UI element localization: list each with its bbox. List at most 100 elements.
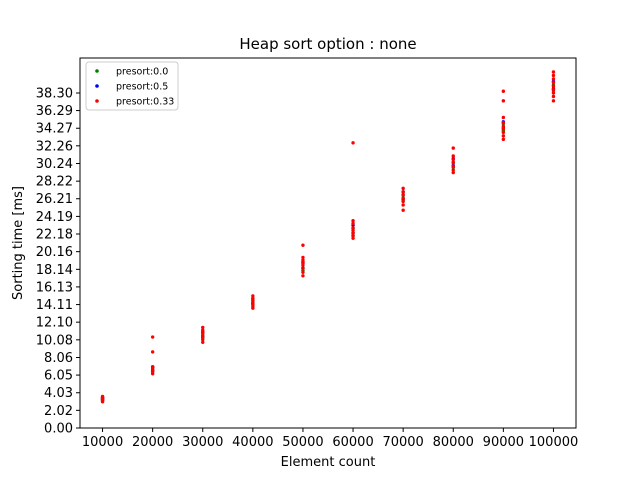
y-tick-label: 24.19 bbox=[36, 210, 73, 225]
x-axis-label: Element count bbox=[281, 455, 376, 470]
data-point bbox=[551, 70, 556, 74]
y-tick-label: 32.26 bbox=[36, 139, 73, 154]
x-tick-label: 70000 bbox=[382, 435, 423, 450]
y-axis: 0.00 2.02 4.03 6.05 8.06 10.08 12.10 14.11 16.13… bbox=[36, 86, 80, 437]
data-point bbox=[451, 170, 455, 175]
data-point bbox=[301, 263, 305, 267]
y-tick-label: 0.00 bbox=[44, 422, 73, 437]
x-axis: 10000 20000 30000 40000 50000 60000 70000 80000… bbox=[82, 428, 578, 450]
y-tick-label: 10.08 bbox=[36, 333, 73, 348]
x-tick-label: 100000 bbox=[529, 435, 579, 450]
data-point bbox=[251, 296, 255, 301]
data-point bbox=[551, 84, 556, 88]
data-point bbox=[401, 203, 405, 207]
data-point bbox=[451, 154, 455, 158]
x-tick-label: 10000 bbox=[82, 435, 123, 450]
data-point bbox=[150, 335, 155, 339]
data-point bbox=[201, 325, 205, 330]
data-point bbox=[301, 260, 305, 265]
data-point bbox=[551, 87, 556, 92]
data-point bbox=[401, 190, 405, 194]
y-tick-label: 28.22 bbox=[36, 175, 73, 190]
data-point bbox=[551, 91, 556, 95]
data-point bbox=[351, 231, 355, 235]
data-point bbox=[201, 337, 205, 342]
data-point bbox=[401, 186, 405, 191]
x-tick-label: 90000 bbox=[483, 435, 524, 450]
data-point bbox=[351, 233, 355, 238]
data-point bbox=[150, 365, 155, 369]
data-point bbox=[551, 80, 556, 85]
data-point bbox=[501, 89, 506, 93]
x-tick-label: 80000 bbox=[433, 435, 474, 450]
data-point bbox=[201, 328, 205, 332]
data-point bbox=[251, 294, 255, 298]
y-axis-label: Sorting time [ms] bbox=[11, 186, 26, 300]
y-tick-label: 16.13 bbox=[36, 280, 73, 295]
points-layer bbox=[100, 70, 556, 404]
x-tick-label: 30000 bbox=[182, 435, 223, 450]
data-point bbox=[301, 258, 305, 262]
data-point bbox=[351, 141, 355, 145]
legend-label: presort:0.0 bbox=[116, 67, 168, 78]
data-point bbox=[351, 221, 355, 226]
data-point bbox=[301, 274, 305, 278]
data-point bbox=[401, 208, 405, 212]
data-point bbox=[501, 99, 506, 103]
data-point bbox=[501, 121, 506, 125]
data-point bbox=[301, 243, 305, 247]
y-tick-label: 14.11 bbox=[36, 298, 73, 313]
chart-title: Heap sort option : none bbox=[239, 35, 416, 53]
data-point bbox=[501, 124, 506, 128]
y-tick-label: 6.05 bbox=[44, 369, 73, 384]
legend-marker bbox=[95, 69, 99, 73]
data-point bbox=[401, 192, 405, 197]
data-point bbox=[201, 340, 205, 344]
legend-marker bbox=[95, 99, 99, 103]
y-tick-label: 22.18 bbox=[36, 227, 73, 242]
data-point bbox=[551, 77, 556, 81]
data-point bbox=[501, 134, 506, 138]
y-tick-label: 38.30 bbox=[36, 86, 73, 101]
data-point bbox=[451, 146, 455, 150]
data-point bbox=[351, 219, 355, 223]
data-point bbox=[551, 99, 556, 103]
data-point bbox=[351, 236, 355, 240]
y-tick-label: 12.10 bbox=[36, 316, 73, 331]
data-point bbox=[551, 73, 556, 78]
data-point bbox=[401, 196, 405, 200]
y-tick-label: 36.29 bbox=[36, 104, 73, 119]
data-point bbox=[451, 161, 455, 165]
data-point bbox=[551, 94, 556, 99]
legend-box bbox=[85, 61, 179, 111]
data-point bbox=[451, 164, 455, 169]
legend-marker bbox=[95, 84, 99, 88]
plot-frame bbox=[79, 57, 577, 429]
data-point bbox=[501, 127, 506, 131]
data-point bbox=[401, 199, 405, 204]
data-point bbox=[451, 168, 455, 172]
data-point bbox=[150, 350, 155, 354]
data-point bbox=[100, 394, 105, 399]
y-tick-label: 34.27 bbox=[36, 122, 73, 137]
legend-label: presort:0.5 bbox=[116, 82, 168, 93]
data-point bbox=[451, 157, 455, 162]
y-tick-label: 2.02 bbox=[44, 404, 73, 419]
y-tick-label: 18.14 bbox=[36, 263, 73, 278]
data-point bbox=[501, 115, 506, 120]
legend: presort:0.0 presort:0.5 presort:0.33 bbox=[85, 61, 179, 111]
y-tick-label: 4.03 bbox=[44, 386, 73, 401]
data-point bbox=[501, 137, 506, 142]
x-tick-label: 20000 bbox=[132, 435, 173, 450]
x-tick-label: 50000 bbox=[282, 435, 323, 450]
data-point bbox=[301, 255, 305, 260]
data-point bbox=[201, 333, 205, 337]
data-point bbox=[501, 130, 506, 135]
y-tick-label: 30.24 bbox=[36, 157, 73, 172]
data-point bbox=[301, 270, 305, 274]
data-point bbox=[351, 225, 355, 230]
y-tick-label: 26.21 bbox=[36, 192, 73, 207]
legend-label: presort:0.33 bbox=[116, 97, 174, 108]
y-tick-label: 8.06 bbox=[44, 351, 73, 366]
data-point bbox=[251, 299, 255, 303]
